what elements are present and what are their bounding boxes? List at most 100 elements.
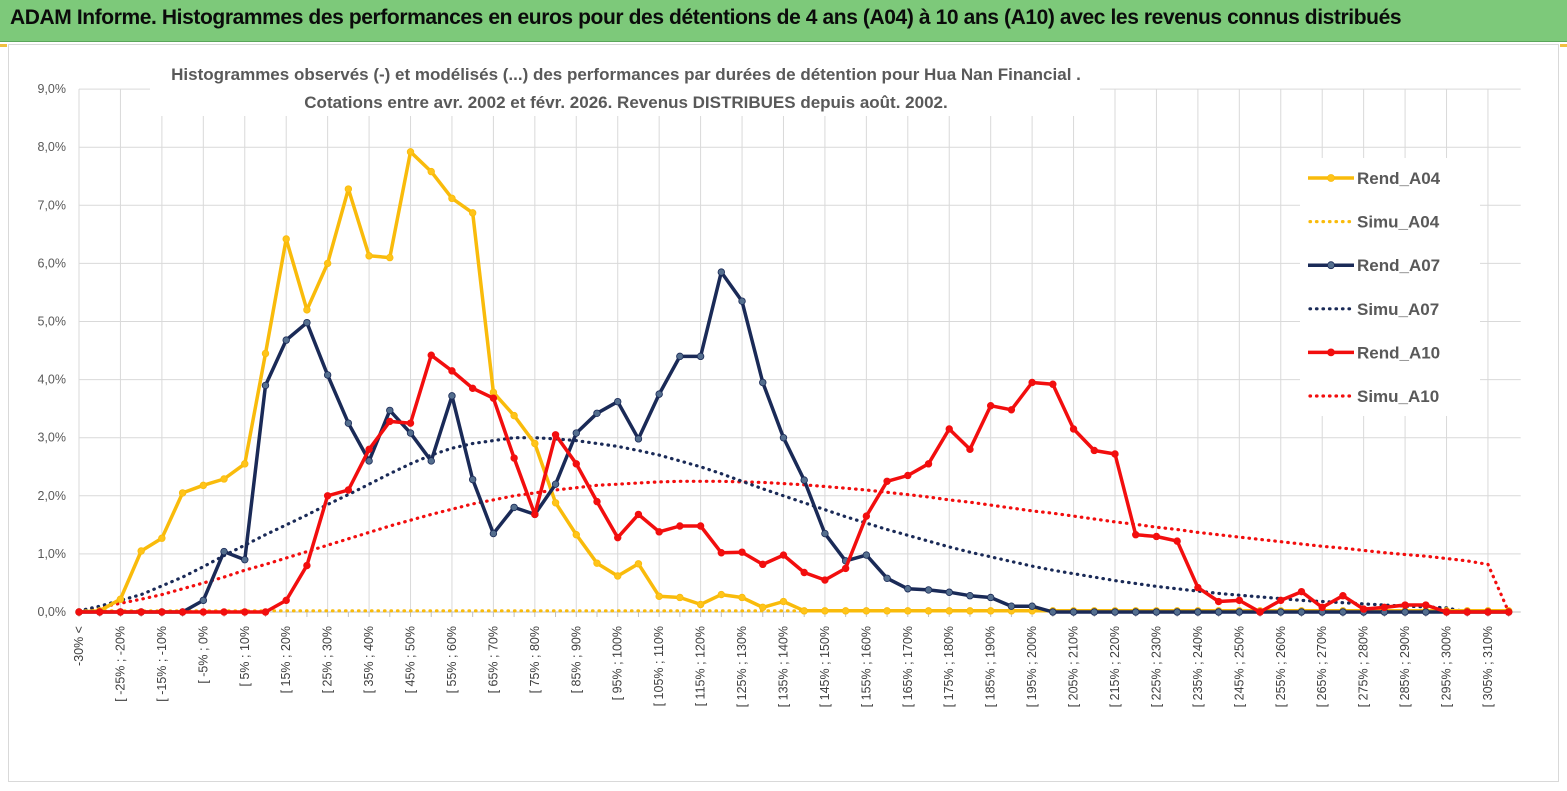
- data-point-rend_a04: [427, 167, 435, 176]
- data-point-rend_a07: [696, 352, 705, 361]
- data-point-rend_a07: [1401, 608, 1409, 616]
- data-point-rend_a04: [344, 185, 353, 193]
- data-point-rend_a10: [614, 533, 622, 542]
- data-point-rend_a10: [241, 608, 249, 616]
- data-point-rend_a10: [1484, 608, 1492, 616]
- data-point-rend_a10: [696, 522, 705, 530]
- y-tick-label: 2,0%: [38, 489, 67, 503]
- data-point-rend_a07: [924, 586, 933, 594]
- data-point-rend_a10: [634, 510, 643, 519]
- y-tick-label: 8,0%: [38, 140, 67, 154]
- legend-label-simu_a07: Simu_A07: [1357, 300, 1439, 319]
- legend-label-rend_a04: Rend_A04: [1357, 169, 1441, 188]
- data-point-rend_a07: [406, 429, 415, 437]
- data-point-rend_a07: [883, 574, 891, 583]
- data-point-rend_a04: [717, 590, 726, 599]
- x-tick-label: [ -5% ; 0%: [196, 626, 210, 684]
- data-point-rend_a04: [365, 252, 373, 260]
- data-point-rend_a10: [137, 608, 145, 616]
- data-point-rend_a04: [904, 607, 912, 615]
- data-point-rend_a04: [821, 607, 829, 615]
- data-point-rend_a07: [862, 551, 871, 559]
- x-tick-label: [ 235% ; 240%: [1191, 626, 1205, 707]
- legend: Rend_A04 Simu_A04 Rend_A07 Simu_A07 Rend_A10…: [1300, 158, 1480, 416]
- x-tick-label: [ -25% ; -20%: [113, 626, 127, 702]
- frame-corner-mark: [1560, 44, 1567, 47]
- report-title: ADAM Informe. Histogrammes des performan…: [10, 6, 1402, 29]
- data-point-rend_a04: [510, 411, 518, 420]
- data-point-rend_a10: [448, 367, 456, 375]
- data-point-rend_a07: [282, 336, 290, 344]
- series: [75, 148, 1513, 616]
- data-point-rend_a07: [717, 268, 726, 276]
- data-point-rend_a04: [220, 475, 228, 483]
- legend-marker-rend_a10: [1327, 348, 1335, 357]
- title-backdrop: [150, 59, 1100, 116]
- data-point-rend_a10: [468, 384, 477, 393]
- data-point-rend_a10: [883, 477, 891, 485]
- x-tick-label: [ 5% ; 10%: [238, 626, 252, 686]
- data-point-rend_a10: [116, 608, 125, 616]
- data-point-rend_a07: [261, 381, 270, 390]
- series-line-rend_a10: [79, 353, 1509, 614]
- chart-title-line-2: Cotations entre avr. 2002 et févr. 2026.…: [304, 93, 947, 112]
- data-point-rend_a07: [779, 434, 788, 442]
- x-tick-label: [ 255% ; 260%: [1274, 626, 1288, 707]
- data-point-rend_a07: [1132, 608, 1140, 616]
- x-tick-label: -30% <: [72, 626, 86, 666]
- data-point-rend_a04: [116, 595, 125, 603]
- data-point-rend_a10: [386, 417, 394, 426]
- data-point-rend_a10: [510, 454, 518, 462]
- data-point-rend_a10: [1028, 378, 1036, 387]
- legend-label-simu_a04: Simu_A04: [1357, 213, 1440, 232]
- data-point-rend_a07: [738, 297, 746, 305]
- x-tick-label: [ 225% ; 230%: [1149, 626, 1163, 707]
- data-point-rend_a04: [738, 593, 746, 602]
- data-point-rend_a04: [468, 209, 477, 217]
- data-point-rend_a04: [614, 572, 622, 580]
- data-point-rend_a07: [945, 588, 953, 596]
- data-point-rend_a07: [1194, 608, 1202, 616]
- data-point-rend_a04: [572, 531, 580, 539]
- data-point-rend_a04: [924, 607, 933, 615]
- data-point-rend_a07: [1090, 608, 1098, 616]
- y-tick-label: 7,0%: [38, 198, 67, 212]
- data-point-rend_a04: [137, 547, 145, 555]
- x-tick-label: [ 65% ; 70%: [486, 626, 500, 693]
- data-point-rend_a10: [1069, 425, 1078, 433]
- data-point-rend_a10: [738, 548, 746, 556]
- data-point-rend_a07: [1069, 608, 1078, 616]
- data-point-rend_a07: [386, 406, 394, 415]
- legend-label-rend_a10: Rend_A10: [1357, 343, 1440, 362]
- data-point-rend_a07: [614, 397, 622, 406]
- x-tick-label: [ 205% ; 210%: [1067, 626, 1081, 707]
- data-point-rend_a04: [634, 560, 643, 568]
- data-point-rend_a10: [75, 608, 83, 616]
- data-point-rend_a07: [572, 429, 580, 437]
- x-tick-label: [ 35% ; 40%: [362, 626, 376, 693]
- data-point-rend_a07: [904, 585, 912, 593]
- data-point-rend_a10: [1277, 596, 1285, 605]
- data-point-rend_a04: [241, 460, 249, 468]
- legend-box: [1300, 158, 1480, 416]
- data-point-rend_a04: [531, 439, 539, 448]
- data-point-rend_a07: [303, 318, 311, 327]
- data-point-rend_a07: [1028, 602, 1036, 610]
- data-point-rend_a04: [966, 607, 974, 615]
- data-point-rend_a04: [448, 194, 456, 203]
- data-point-rend_a04: [282, 235, 290, 243]
- data-point-rend_a04: [158, 534, 166, 542]
- data-point-rend_a07: [986, 593, 995, 602]
- chart-title-line-1: Histogrammes observés (-) et modélisés (…: [171, 65, 1081, 84]
- data-point-rend_a10: [1422, 601, 1430, 609]
- x-tick-label: [ 55% ; 60%: [445, 626, 459, 693]
- x-tick-label: [ 155% ; 160%: [859, 626, 873, 707]
- data-point-rend_a04: [551, 499, 560, 507]
- data-point-rend_a10: [220, 608, 228, 616]
- data-point-rend_a10: [1214, 597, 1223, 606]
- data-point-rend_a10: [261, 608, 270, 616]
- data-point-rend_a10: [821, 576, 829, 584]
- data-point-rend_a10: [406, 419, 415, 427]
- data-point-rend_a10: [1339, 592, 1347, 600]
